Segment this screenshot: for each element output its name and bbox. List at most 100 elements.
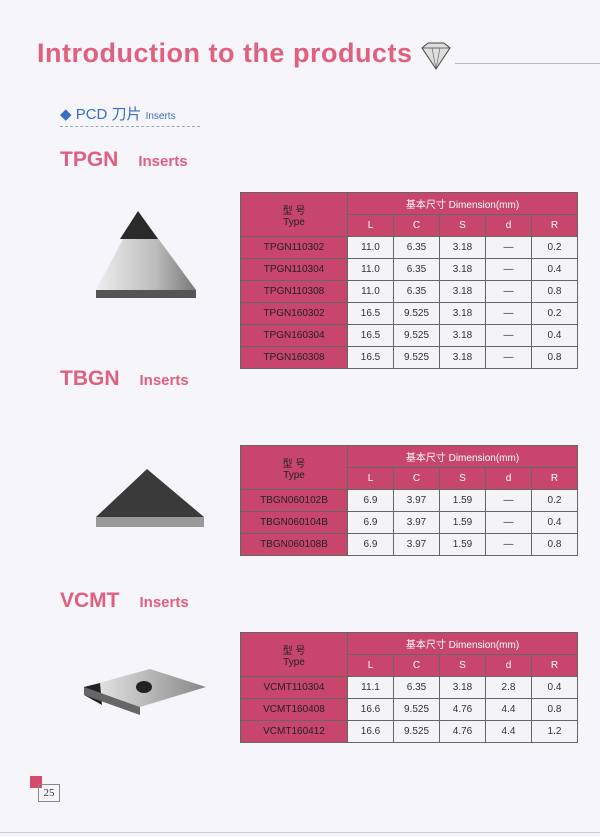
cell: — bbox=[485, 489, 532, 512]
cell: 2.8 bbox=[485, 676, 532, 699]
cell: 11.1 bbox=[347, 676, 394, 699]
column-header: L bbox=[347, 214, 394, 237]
column-header: C bbox=[393, 467, 440, 490]
column-header: L bbox=[347, 654, 394, 677]
cell: 3.97 bbox=[393, 489, 440, 512]
cell: — bbox=[485, 511, 532, 534]
column-header: d bbox=[485, 467, 532, 490]
cell: 16.5 bbox=[347, 324, 394, 347]
dimension-header: 基本尺寸 Dimension(mm) bbox=[347, 445, 578, 468]
cell: 9.525 bbox=[393, 302, 440, 325]
cell: — bbox=[485, 302, 532, 325]
cell: — bbox=[485, 324, 532, 347]
model-cell: VCMT110304 bbox=[240, 676, 348, 699]
cell: 9.525 bbox=[393, 346, 440, 369]
dimension-header: 基本尺寸 Dimension(mm) bbox=[347, 192, 578, 215]
vcmt-insert-image bbox=[84, 669, 206, 715]
cell: 0.4 bbox=[531, 258, 578, 281]
type-header: 型 号 Type bbox=[240, 632, 348, 677]
cell: 16.6 bbox=[347, 698, 394, 721]
cell: 1.59 bbox=[439, 511, 486, 534]
cell: — bbox=[485, 280, 532, 303]
cell: 9.525 bbox=[393, 324, 440, 347]
column-header: d bbox=[485, 654, 532, 677]
model-cell: TPGN160304 bbox=[240, 324, 348, 347]
title-rule bbox=[455, 63, 600, 64]
table-row: TPGN160304 16.5 9.525 3.18—0.4 bbox=[240, 324, 578, 347]
model-cell: TPGN160308 bbox=[240, 346, 348, 369]
cell: — bbox=[485, 258, 532, 281]
type-header: 型 号 Type bbox=[240, 192, 348, 237]
column-header: C bbox=[393, 654, 440, 677]
cell: 0.4 bbox=[531, 676, 578, 699]
column-header: R bbox=[531, 214, 578, 237]
cell: 4.76 bbox=[439, 698, 486, 721]
tbgn-insert-image bbox=[96, 469, 204, 527]
page-number: 25 bbox=[38, 784, 60, 802]
cell: 3.97 bbox=[393, 533, 440, 556]
cell: 4.4 bbox=[485, 698, 532, 721]
dimension-header: 基本尺寸 Dimension(mm) bbox=[347, 632, 578, 655]
column-header: L bbox=[347, 467, 394, 490]
cell: 0.8 bbox=[531, 698, 578, 721]
section-title-tpgn: TPGN Inserts bbox=[60, 148, 188, 171]
cell: 3.18 bbox=[439, 236, 486, 259]
cell: 0.2 bbox=[531, 302, 578, 325]
cell: 1.2 bbox=[531, 720, 578, 743]
column-header: d bbox=[485, 214, 532, 237]
cell: 6.35 bbox=[393, 676, 440, 699]
cell: 16.5 bbox=[347, 346, 394, 369]
section-title-tbgn: TBGN Inserts bbox=[60, 367, 189, 390]
table-row: VCMT160412 16.6 9.525 4.76 4.4 1.2 bbox=[240, 720, 578, 743]
cell: 0.8 bbox=[531, 280, 578, 303]
table-row: TPGN110304 11.0 6.35 3.18—0.4 bbox=[240, 258, 578, 281]
section-title-vcmt: VCMT Inserts bbox=[60, 589, 189, 612]
model-cell: TBGN060102B bbox=[240, 489, 348, 512]
model-cell: TPGN110308 bbox=[240, 280, 348, 303]
table-row: TBGN060102B 6.9 3.97 1.59—0.2 bbox=[240, 489, 578, 512]
cell: 3.18 bbox=[439, 258, 486, 281]
cell: 0.4 bbox=[531, 511, 578, 534]
cell: — bbox=[485, 236, 532, 259]
column-header: S bbox=[439, 467, 486, 490]
cell: 16.5 bbox=[347, 302, 394, 325]
column-header: C bbox=[393, 214, 440, 237]
table-row: TPGN110308 11.0 6.35 3.18—0.8 bbox=[240, 280, 578, 303]
model-cell: TBGN060108B bbox=[240, 533, 348, 556]
model-cell: VCMT160408 bbox=[240, 698, 348, 721]
cell: 3.18 bbox=[439, 676, 486, 699]
cell: 3.18 bbox=[439, 324, 486, 347]
subtitle: ◆ PCD 刀片 Inserts bbox=[60, 103, 200, 127]
cell: 6.35 bbox=[393, 280, 440, 303]
cell: — bbox=[485, 533, 532, 556]
column-header: S bbox=[439, 214, 486, 237]
cell: 3.18 bbox=[439, 302, 486, 325]
cell: 3.97 bbox=[393, 511, 440, 534]
cell: 6.9 bbox=[347, 511, 394, 534]
page-title: Introduction to the products bbox=[37, 38, 413, 68]
cell: 3.18 bbox=[439, 346, 486, 369]
cell: 9.525 bbox=[393, 698, 440, 721]
table-row: VCMT110304 11.1 6.35 3.18 2.8 0.4 bbox=[240, 676, 578, 699]
cell: 11.0 bbox=[347, 236, 394, 259]
cell: 1.59 bbox=[439, 489, 486, 512]
cell: 0.2 bbox=[531, 236, 578, 259]
table-row: VCMT160408 16.6 9.525 4.76 4.4 0.8 bbox=[240, 698, 578, 721]
model-cell: TPGN110302 bbox=[240, 236, 348, 259]
table-row: TPGN160302 16.5 9.525 3.18—0.2 bbox=[240, 302, 578, 325]
model-cell: VCMT160412 bbox=[240, 720, 348, 743]
cell: 4.76 bbox=[439, 720, 486, 743]
table-row: TPGN160308 16.5 9.525 3.18—0.8 bbox=[240, 346, 578, 369]
cell: 3.18 bbox=[439, 280, 486, 303]
model-cell: TPGN160302 bbox=[240, 302, 348, 325]
cell: 4.4 bbox=[485, 720, 532, 743]
cell: 0.8 bbox=[531, 533, 578, 556]
cell: 6.9 bbox=[347, 533, 394, 556]
table-row: TBGN060108B 6.9 3.97 1.59—0.8 bbox=[240, 533, 578, 556]
diamond-bullet-icon: ◆ bbox=[60, 106, 72, 123]
cell: 11.0 bbox=[347, 280, 394, 303]
